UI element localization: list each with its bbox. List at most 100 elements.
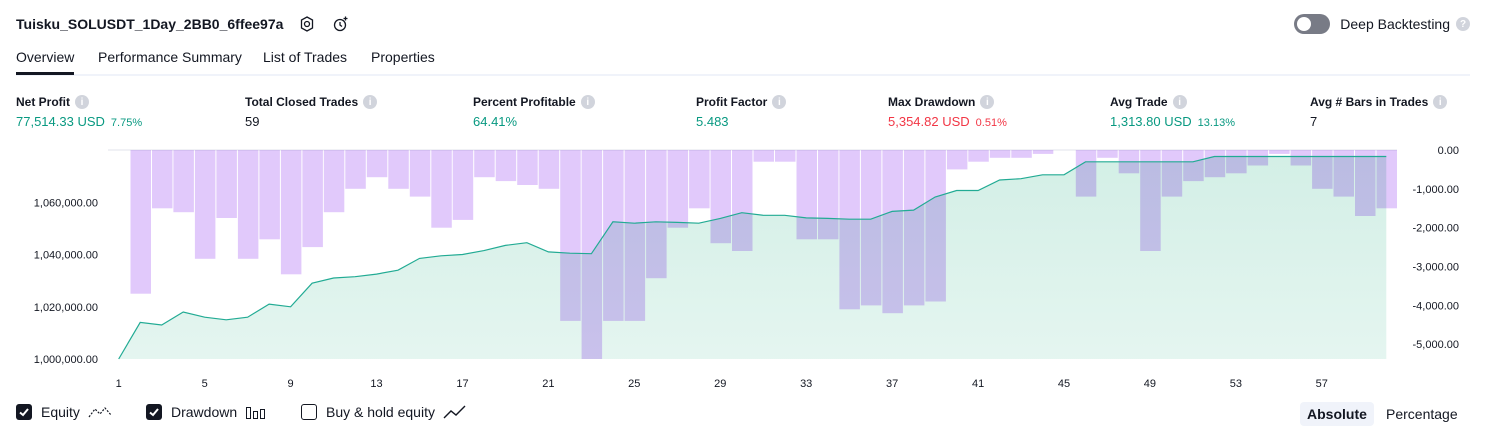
y-left-tick-label: 1,040,000.00 [34,250,98,262]
info-icon[interactable]: i [75,95,89,109]
y-right-tick-label: -3,000.00 [1413,262,1459,274]
drawdown-bar [495,150,517,182]
x-tick-label: 25 [628,378,640,390]
metric-avg-bars-in-trades: Avg # Bars in Trades i 7 [1310,94,1448,129]
drawdown-bar [646,150,667,279]
drawdown-bar [903,150,925,306]
drawdown-bar [860,150,882,306]
deep-backtesting: Deep Backtesting ? [1294,12,1470,36]
drawdown-bar [280,150,302,275]
add-alert-icon[interactable] [331,14,351,34]
metric-value: 64.41% [473,114,518,129]
x-tick-label: 13 [370,378,382,390]
metric-profit-factor: Profit Factor i 5.483 [696,94,787,129]
equity-area [118,156,1387,359]
drawdown-bar [452,150,474,220]
info-icon[interactable]: i [580,95,595,109]
drawdown-bar [216,150,237,218]
y-left-tick-label: 1,020,000.00 [34,302,98,314]
y-right-tick-label: -4,000.00 [1413,300,1459,312]
legend-equity[interactable]: Equity [16,404,112,420]
metric-avg-trade: Avg Trade i 1,313.80 USD 13.13% [1110,94,1235,129]
x-tick-label: 5 [202,378,208,390]
drawdown-bar [946,150,968,170]
x-tick-label: 53 [1230,378,1242,390]
drawdown-bar [1140,150,1161,251]
drawdown-bar [1269,150,1290,154]
equity-line-icon [88,404,112,420]
info-icon[interactable]: i [363,95,378,109]
drawdown-bar [989,150,1011,158]
drawdown-bar [323,150,345,213]
tab-performance-summary[interactable]: Performance Summary [98,49,242,65]
metric-value: 1,313.80 USD 13.13% [1110,114,1235,129]
drawdown-bar [173,150,194,213]
metric-label: Net Profit i [16,94,142,110]
drawdown-bar [237,150,259,259]
info-icon[interactable]: i [1433,95,1448,109]
drawdown-bar [1355,150,1376,216]
drawdown-bar [624,150,646,321]
tab-list-of-trades[interactable]: List of Trades [263,49,348,65]
metric-value: 5.483 [696,114,729,129]
drawdown-bar [259,150,280,240]
tab-overview[interactable]: Overview [16,49,75,75]
info-icon[interactable]: i [1172,95,1187,109]
deep-backtesting-toggle[interactable] [1294,14,1331,34]
drawdown-bar [667,150,689,228]
tab-properties[interactable]: Properties [371,49,435,65]
x-tick-label: 29 [714,378,726,390]
equity-drawdown-chart[interactable]: 1,000,000.00 1,020,000.00 1,040,000.00 1,06… [0,140,1486,400]
metric-label: Profit Factor i [696,94,787,110]
legend-buy-hold[interactable]: Buy & hold equity [301,404,467,420]
equity-checkbox[interactable] [16,404,32,420]
drawdown-bar [968,150,989,162]
x-tick-label: 1 [116,378,122,390]
drawdown-bar [753,150,774,162]
legend-drawdown[interactable]: Drawdown [146,404,267,420]
drawdown-bar [1312,150,1333,189]
x-tick-label: 45 [1058,378,1070,390]
drawdown-bar [517,150,538,185]
drawdown-bar [689,150,710,209]
metric-total-closed-trades: Total Closed Trades i 59 [245,94,378,129]
x-tick-label: 21 [542,378,554,390]
percentage-button[interactable]: Percentage [1386,406,1458,422]
info-icon[interactable]: i [980,95,995,109]
metric-value: 59 [245,114,260,129]
help-icon[interactable]: ? [1456,17,1470,31]
drawdown-bar [818,150,839,240]
drawdown-bar [130,150,151,294]
drawdown-bar [710,150,731,244]
drawdown-bar [194,150,216,259]
drawdown-bar [388,150,409,189]
y-right-tick-label: 0.00 [1438,145,1459,157]
drawdown-bar [345,150,366,189]
drawdown-bars-icon [245,404,267,420]
info-icon[interactable]: i [772,95,787,109]
metric-label: Total Closed Trades i [245,94,378,110]
drawdown-bar [775,150,796,162]
drawdown-bar [1183,150,1204,182]
drawdown-bar [1290,150,1312,166]
drawdown-bar [538,150,560,189]
x-tick-label: 33 [800,378,812,390]
metric-net-profit: Net Profit i 77,514.33 USD 7.75% [16,94,142,129]
metric-label: Max Drawdown i [888,94,1007,110]
drawdown-bar [409,150,431,197]
drawdown-checkbox[interactable] [146,404,162,420]
drawdown-bar [839,150,860,310]
strategy-header: Tuisku_SOLUSDT_1Day_2BB0_6ffee97a [16,12,351,36]
buy-hold-checkbox[interactable] [301,404,317,420]
drawdown-bar [560,150,581,321]
drawdown-bar [732,150,753,251]
drawdown-bar [1011,150,1032,158]
drawdown-bar [366,150,388,178]
x-tick-label: 17 [456,378,468,390]
metric-label: Avg # Bars in Trades i [1310,94,1448,110]
absolute-button[interactable]: Absolute [1300,402,1374,426]
drawdown-bar [603,150,624,321]
settings-icon[interactable] [297,14,317,34]
drawdown-bar [1333,150,1354,197]
drawdown-bar [581,150,603,359]
